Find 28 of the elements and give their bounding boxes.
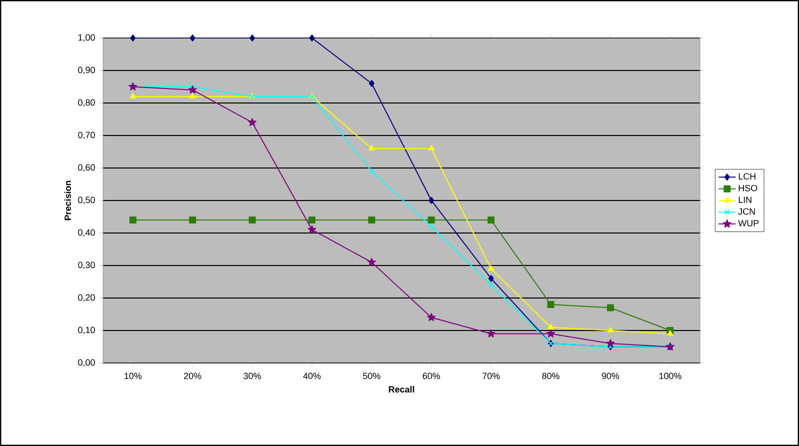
y-axis-title: Precision bbox=[64, 180, 71, 220]
legend-label: LIN bbox=[738, 196, 752, 203]
legend-label: JCN bbox=[738, 208, 755, 215]
y-tick-label: 0,50 bbox=[78, 196, 95, 204]
y-tick-label: 0,10 bbox=[78, 326, 95, 334]
y-tick-label: 0,00 bbox=[78, 359, 95, 367]
x-tick-label: 20% bbox=[184, 372, 202, 380]
x-tick-label: 100% bbox=[659, 372, 682, 380]
y-tick-label: 0,20 bbox=[78, 294, 95, 302]
x-tick-label: 80% bbox=[542, 372, 560, 380]
x-tick-label: 90% bbox=[602, 372, 620, 380]
y-tick-label: 0,40 bbox=[78, 229, 95, 237]
x-tick-label: 10% bbox=[124, 372, 142, 380]
y-tick-label: 0,30 bbox=[78, 262, 95, 270]
x-tick-label: 50% bbox=[363, 372, 380, 380]
x-tick-label: 60% bbox=[422, 372, 440, 380]
y-tick-label: 1,00 bbox=[78, 34, 95, 42]
y-tick-label: 0,60 bbox=[78, 164, 95, 172]
legend-label: HSO bbox=[738, 184, 758, 192]
y-tick-label: 0,80 bbox=[78, 99, 95, 107]
x-tick-label: 30% bbox=[244, 372, 261, 380]
x-tick-label: 70% bbox=[482, 372, 500, 380]
x-tick-label: 40% bbox=[303, 372, 321, 380]
y-tick-label: 0,90 bbox=[78, 66, 95, 74]
x-axis-title: Recall bbox=[388, 386, 414, 393]
y-tick-label: 0,70 bbox=[78, 132, 95, 140]
legend-label: LCH bbox=[738, 173, 756, 180]
legend-label: WUP bbox=[738, 220, 759, 226]
